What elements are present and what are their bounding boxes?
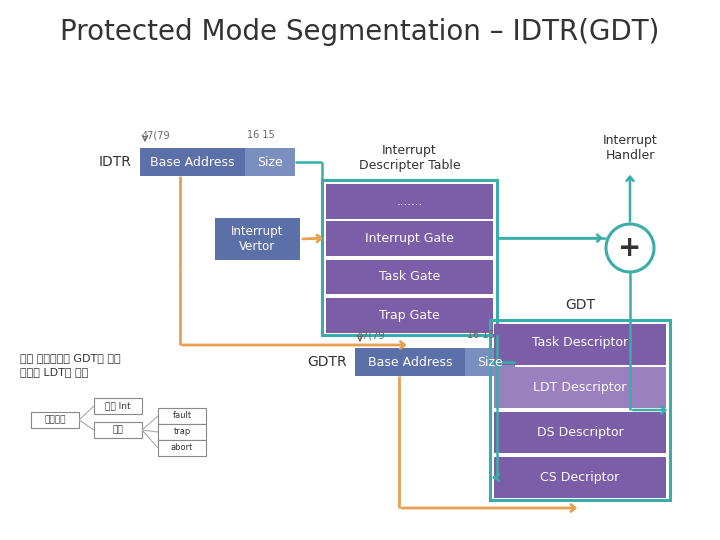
Text: 47(79: 47(79	[357, 330, 386, 340]
Text: 외부 Int: 외부 Int	[105, 402, 131, 410]
Text: Task Gate: Task Gate	[379, 271, 440, 284]
Text: CS Decriptor: CS Decriptor	[541, 471, 620, 484]
Bar	[326, 184, 493, 219]
Bar	[245, 148, 295, 176]
Bar	[140, 148, 245, 176]
Text: LDT Descriptor: LDT Descriptor	[534, 381, 626, 394]
Text: abort: abort	[171, 443, 193, 453]
Text: trap: trap	[174, 428, 191, 436]
Text: DS Descriptor: DS Descriptor	[536, 426, 624, 439]
Text: Protected Mode Segmentation – IDTR(GDT): Protected Mode Segmentation – IDTR(GDT)	[60, 18, 660, 46]
Bar	[94, 422, 142, 438]
Text: Interrupt
Descripter Table: Interrupt Descripter Table	[359, 144, 460, 172]
Bar	[326, 260, 493, 294]
Text: GDTR: GDTR	[307, 355, 347, 369]
Text: Task Descriptor: Task Descriptor	[532, 336, 628, 349]
Text: fault: fault	[172, 411, 192, 421]
Bar	[494, 412, 666, 453]
Bar	[215, 218, 300, 260]
Bar	[355, 348, 465, 376]
Text: 외부 인터럽트는 GDT를 참조: 외부 인터럽트는 GDT를 참조	[20, 353, 121, 363]
Text: 16 15: 16 15	[467, 330, 495, 340]
Text: 47(79: 47(79	[142, 130, 171, 140]
Bar	[494, 457, 666, 498]
Text: 16 15: 16 15	[247, 130, 275, 140]
Bar	[158, 408, 206, 424]
Bar	[31, 412, 79, 428]
Bar	[158, 440, 206, 456]
Text: Size: Size	[257, 156, 283, 168]
Text: 인터럽트: 인터럽트	[44, 415, 66, 424]
Text: Interrupt
Handler: Interrupt Handler	[603, 134, 657, 162]
Text: +: +	[618, 234, 642, 262]
Text: Interrupt Gate: Interrupt Gate	[365, 232, 454, 245]
Bar	[494, 324, 666, 365]
Bar	[94, 398, 142, 414]
Text: Trap Gate: Trap Gate	[379, 309, 440, 322]
Text: GDT: GDT	[565, 298, 595, 312]
Text: Size: Size	[477, 355, 503, 368]
Bar	[326, 221, 493, 255]
Text: IDTR: IDTR	[99, 155, 132, 169]
Text: Interrupt
Vertor: Interrupt Vertor	[231, 225, 284, 253]
Text: Base Address: Base Address	[368, 355, 452, 368]
Bar	[158, 424, 206, 440]
Bar	[326, 298, 493, 333]
Bar	[465, 348, 515, 376]
Text: 트랩: 트랩	[112, 426, 123, 435]
Text: 트랩은 LDT를 참조: 트랩은 LDT를 참조	[20, 367, 89, 377]
Bar	[322, 180, 497, 335]
Text: Base Address: Base Address	[150, 156, 235, 168]
Text: .......: .......	[397, 195, 423, 208]
Bar	[490, 320, 670, 500]
Circle shape	[606, 224, 654, 272]
Bar	[494, 367, 666, 408]
